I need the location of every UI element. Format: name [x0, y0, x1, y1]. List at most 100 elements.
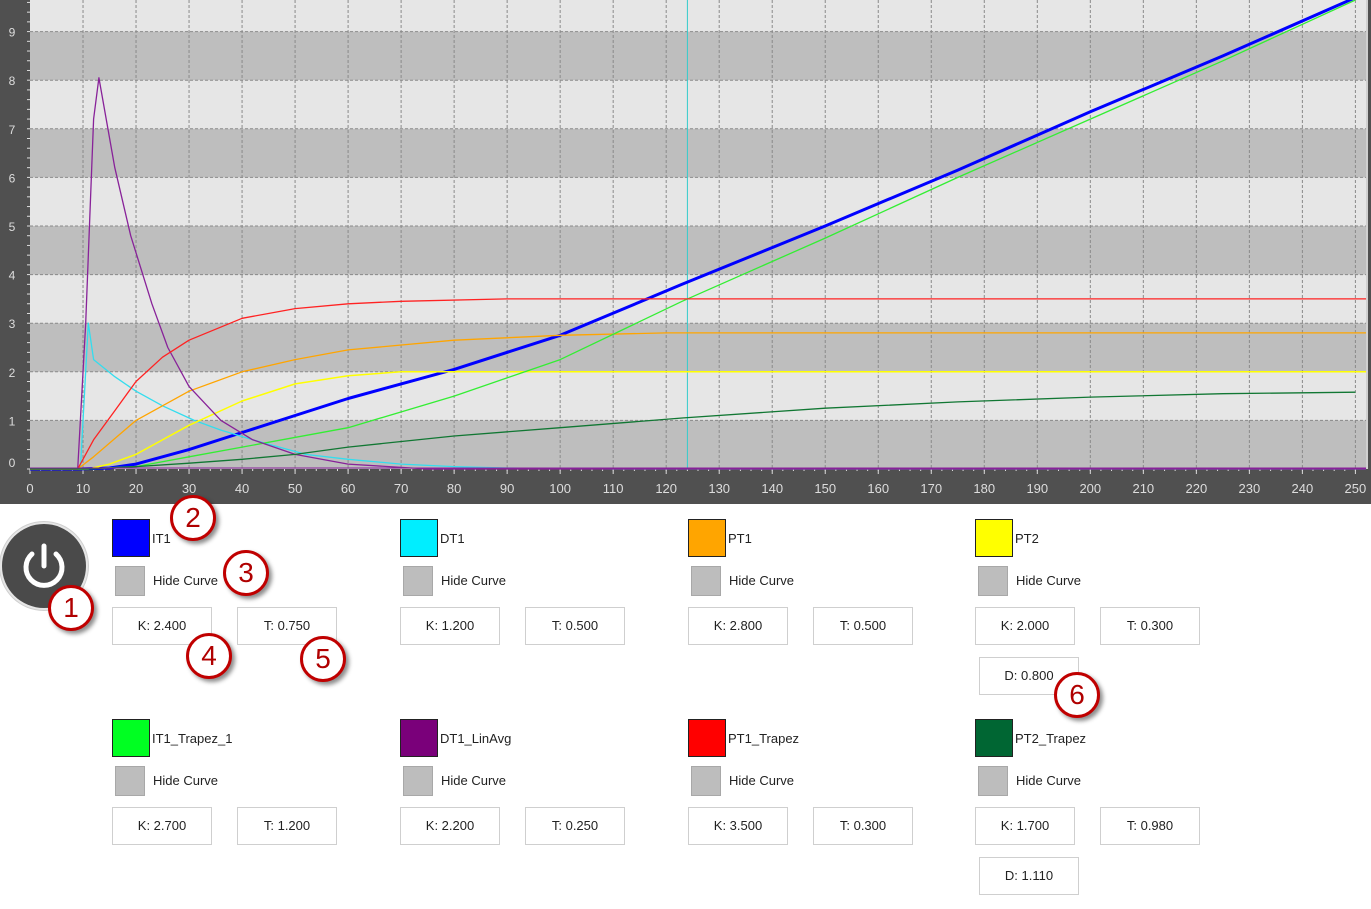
x-tick-label: 110: [603, 481, 624, 496]
series-line-pt1-trapez: [30, 298, 1366, 470]
curve-name: PT1_Trapez: [728, 731, 800, 746]
x-tick-label: 100: [549, 481, 571, 496]
y-tick-label: 2: [9, 366, 16, 380]
y-tick-label: 6: [9, 171, 16, 185]
x-tick-label: 10: [76, 481, 90, 496]
plot-band: [30, 128, 1366, 178]
hide-curve-label: Hide Curve: [441, 773, 507, 788]
hide-curve-checkbox[interactable]: [691, 566, 721, 596]
t-input[interactable]: T: 0.980: [1100, 807, 1200, 845]
x-tick-label: 240: [1292, 481, 1314, 496]
curve-legend-pt2: PT2 Hide Curve K: 2.000 T: 0.300 D: 0.800: [975, 519, 1235, 709]
curve-legend-pt1: PT1 Hide Curve K: 2.800 T: 0.500: [688, 519, 948, 709]
color-swatch[interactable]: [112, 719, 150, 757]
x-tick-label: 180: [973, 481, 995, 496]
callout-3: 3: [223, 550, 269, 596]
curve-name: IT1: [152, 531, 171, 546]
plot-band: [30, 420, 1366, 469]
callout-2: 2: [170, 495, 216, 541]
curve-legend-pt1-trapez: PT1_Trapez Hide Curve K: 3.500 T: 0.300: [688, 719, 948, 909]
color-swatch[interactable]: [688, 519, 726, 557]
x-tick-label: 220: [1185, 481, 1207, 496]
x-tick-label: 90: [500, 481, 514, 496]
curve-name: PT2_Trapez: [1015, 731, 1087, 746]
x-tick-label: 170: [920, 481, 942, 496]
x-tick-label: 130: [708, 481, 730, 496]
x-tick-label: 150: [814, 481, 836, 496]
plot-right-edge: [1366, 0, 1368, 469]
callout-4: 4: [186, 633, 232, 679]
k-input[interactable]: K: 1.200: [400, 607, 500, 645]
y-tick-label: 5: [9, 220, 16, 234]
series-line-dt1-linavg: [30, 77, 1366, 470]
hide-curve-checkbox[interactable]: [403, 766, 433, 796]
hide-curve-label: Hide Curve: [153, 773, 219, 788]
y-tick-label: 8: [9, 74, 16, 88]
k-input[interactable]: K: 2.000: [975, 607, 1075, 645]
x-tick-label: 20: [129, 481, 143, 496]
power-icon: [23, 543, 65, 588]
x-tick-label: 160: [867, 481, 889, 496]
plot-band: [30, 225, 1366, 275]
k-input[interactable]: K: 2.200: [400, 807, 500, 845]
t-input[interactable]: T: 0.300: [813, 807, 913, 845]
hide-curve-label: Hide Curve: [729, 773, 795, 788]
curve-name: DT1: [440, 531, 465, 546]
hide-curve-checkbox[interactable]: [115, 766, 145, 796]
t-input[interactable]: T: 0.500: [813, 607, 913, 645]
hide-curve-checkbox[interactable]: [978, 566, 1008, 596]
k-input[interactable]: K: 2.700: [112, 807, 212, 845]
hide-curve-checkbox[interactable]: [403, 566, 433, 596]
color-swatch[interactable]: [975, 519, 1013, 557]
curve-legend-it1: IT1 Hide Curve K: 2.400 T: 0.750: [112, 519, 372, 709]
x-tick-label: 140: [761, 481, 783, 496]
hide-curve-label: Hide Curve: [153, 573, 219, 588]
hide-curve-label: Hide Curve: [729, 573, 795, 588]
y-tick-label: 0: [9, 456, 16, 470]
k-input[interactable]: K: 3.500: [688, 807, 788, 845]
curve-legend-pt2-trapez: PT2_Trapez Hide Curve K: 1.700 T: 0.980 D…: [975, 719, 1235, 909]
series-line-dt1: [30, 322, 1366, 470]
curve-name: IT1_Trapez_1: [152, 731, 233, 746]
color-swatch[interactable]: [112, 519, 150, 557]
series-line-pt2: [30, 371, 1366, 470]
series-line-pt1: [30, 332, 1366, 470]
t-input[interactable]: T: 0.300: [1100, 607, 1200, 645]
series-line-it1-trapez-1: [30, 0, 1356, 470]
color-swatch[interactable]: [400, 519, 438, 557]
x-tick-label: 200: [1079, 481, 1101, 496]
hide-curve-checkbox[interactable]: [691, 766, 721, 796]
d-input[interactable]: D: 1.110: [979, 857, 1079, 895]
hide-curve-checkbox[interactable]: [115, 566, 145, 596]
plot-band: [30, 323, 1366, 372]
x-tick-label: 120: [655, 481, 677, 496]
y-tick-label: 4: [9, 269, 16, 283]
t-input[interactable]: T: 0.500: [525, 607, 625, 645]
series-line-pt2-trapez: [30, 391, 1356, 470]
y-tick-label: 1: [9, 414, 16, 428]
k-input[interactable]: K: 1.700: [975, 807, 1075, 845]
x-tick-label: 230: [1239, 481, 1261, 496]
k-input[interactable]: K: 2.800: [688, 607, 788, 645]
series-line-it1: [30, 0, 1354, 471]
curve-name: PT2: [1015, 531, 1039, 546]
x-tick-label: 60: [341, 481, 355, 496]
curve-legend-it1-trapez-1: IT1_Trapez_1 Hide Curve K: 2.700 T: 1.20…: [112, 719, 372, 909]
callout-1: 1: [48, 585, 94, 631]
hide-curve-checkbox[interactable]: [978, 766, 1008, 796]
color-swatch[interactable]: [400, 719, 438, 757]
y-tick-label: 7: [9, 123, 16, 137]
x-tick-label: 250: [1345, 481, 1367, 496]
color-swatch[interactable]: [688, 719, 726, 757]
curve-legend-dt1: DT1 Hide Curve K: 1.200 T: 0.500: [400, 519, 660, 709]
hide-curve-label: Hide Curve: [441, 573, 507, 588]
x-tick-label: 0: [26, 481, 33, 496]
t-input[interactable]: T: 1.200: [237, 807, 337, 845]
callout-6: 6: [1054, 672, 1100, 718]
t-input[interactable]: T: 0.250: [525, 807, 625, 845]
callout-5: 5: [300, 636, 346, 682]
color-swatch[interactable]: [975, 719, 1013, 757]
hide-curve-label: Hide Curve: [1016, 573, 1082, 588]
plot-band: [30, 31, 1366, 81]
